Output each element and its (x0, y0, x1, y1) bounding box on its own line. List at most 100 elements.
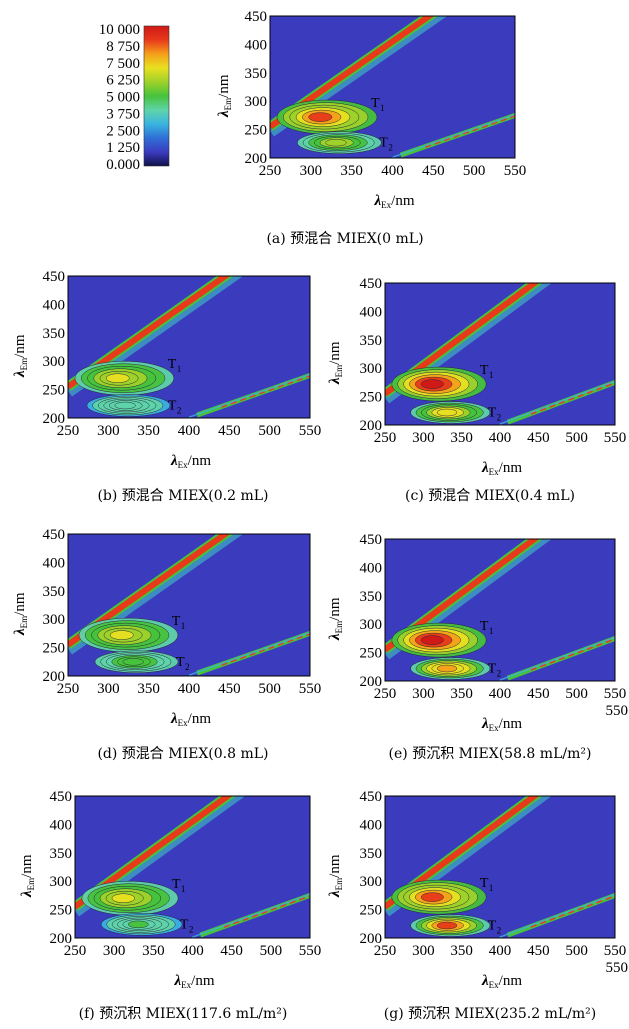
peak-label-sub: 1 (380, 103, 385, 113)
y-tick-label: 300 (245, 94, 268, 110)
peak-label: T (168, 357, 177, 372)
peak-label: T (488, 406, 497, 421)
x-tick-label: 250 (259, 163, 282, 179)
plot-frame (269, 15, 516, 159)
x-tick-label: 400 (178, 423, 201, 439)
peak-label: T (172, 614, 181, 629)
panel-caption: (g) 预沉积 MIEX(235.2 mL/m²) (384, 1006, 596, 1022)
x-tick-label: 450 (218, 423, 241, 439)
x-tick-label: 250 (57, 681, 80, 697)
y-tick-label: 450 (50, 789, 73, 805)
y-tick-label: 350 (50, 846, 73, 862)
second-order-halo (499, 380, 615, 425)
y-tick-label: 200 (50, 931, 73, 947)
x-axis-label: λEx/nm (481, 973, 522, 990)
x-tick-label: 350 (142, 943, 165, 959)
y-axis-label: λEm/nm (327, 597, 344, 641)
x-tick-label: 300 (412, 430, 435, 446)
x-tick-label: 250 (374, 430, 397, 446)
second-order-band-core (530, 381, 615, 415)
peak-contour (114, 401, 136, 410)
x-axis-label: λEx/nm (374, 193, 415, 210)
plot-area (385, 283, 615, 425)
plot-frame (384, 538, 616, 682)
y-tick-label: 400 (360, 304, 383, 320)
y-tick-label: 250 (43, 641, 66, 657)
y-tick-label: 400 (43, 297, 66, 313)
x-tick-label: 500 (565, 943, 588, 959)
peak-contour (111, 893, 135, 903)
y-tick-label: 200 (360, 418, 383, 434)
y-tick-label: 300 (360, 874, 383, 890)
plot-frame (384, 282, 616, 426)
second-order-band-core (220, 374, 310, 408)
peak-label-sub: 2 (177, 406, 182, 416)
y-tick-label: 450 (245, 9, 268, 25)
x-tick-label: 300 (300, 163, 323, 179)
y-tick-label: 350 (360, 589, 383, 605)
colorbar-gradient (143, 25, 170, 167)
y-tick-label: 250 (245, 123, 268, 139)
colorbar-tick: 2 500 (106, 123, 140, 139)
plot-frame (384, 795, 616, 939)
y-axis-label: λEm/nm (216, 74, 233, 118)
x-tick-label: 500 (258, 681, 281, 697)
y-tick-label: 400 (245, 37, 268, 53)
peak-label-sub: 2 (497, 926, 502, 936)
y-axis-label: λEm/nm (19, 854, 36, 898)
y-tick-label: 300 (360, 617, 383, 633)
peak-label-sub: 1 (181, 621, 186, 631)
y-tick-label: 250 (360, 390, 383, 406)
y-tick-label: 200 (360, 931, 383, 947)
second-order-halo (192, 893, 310, 938)
x-tick-label: 550 (604, 430, 627, 446)
peak-label: T (480, 619, 489, 634)
x-tick-label: 550 (299, 681, 322, 697)
second-order-halo (188, 631, 310, 676)
second-order-band-core (530, 637, 615, 671)
y-axis-label: λEm/nm (327, 341, 344, 385)
y-tick-label: 400 (43, 555, 66, 571)
x-tick-label: 550 (604, 686, 627, 702)
y-tick-label: 350 (360, 333, 383, 349)
y-tick-label: 450 (43, 269, 66, 285)
x-tick-extra: 550 (606, 960, 629, 976)
plot-frame (74, 795, 311, 939)
x-tick-label: 350 (137, 681, 160, 697)
peak-label: T (379, 136, 388, 151)
colorbar-tick: 10 000 (99, 22, 140, 38)
y-tick-label: 200 (360, 674, 383, 690)
y-tick-label: 300 (43, 354, 66, 370)
peak-label-sub: 1 (489, 626, 494, 636)
peak-label-sub: 1 (181, 884, 186, 894)
x-tick-label: 400 (489, 686, 512, 702)
x-tick-label: 250 (64, 943, 87, 959)
second-order-band-core (223, 894, 310, 928)
second-order-band (506, 892, 615, 938)
x-tick-label: 350 (137, 423, 160, 439)
x-tick-label: 500 (463, 163, 486, 179)
y-tick-label: 300 (50, 874, 73, 890)
second-order-band-core (220, 632, 310, 666)
x-tick-label: 300 (97, 681, 120, 697)
x-tick-label: 550 (504, 163, 527, 179)
colorbar-tick: 6 250 (106, 73, 140, 89)
x-tick-label: 250 (374, 686, 397, 702)
plot-frame (67, 275, 311, 419)
y-tick-label: 450 (360, 276, 383, 292)
peak-contour (436, 664, 458, 673)
x-tick-label: 450 (220, 943, 243, 959)
peak-label-sub: 2 (189, 924, 194, 934)
x-tick-label: 500 (260, 943, 283, 959)
x-tick-label: 250 (374, 943, 397, 959)
y-tick-label: 300 (43, 612, 66, 628)
second-order-halo (188, 373, 310, 418)
y-tick-label: 200 (43, 669, 66, 685)
second-order-band (199, 892, 310, 938)
